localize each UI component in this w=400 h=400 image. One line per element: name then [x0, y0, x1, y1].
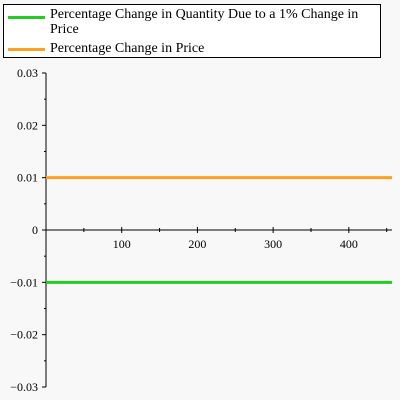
- legend-swatch-quantity-change: [8, 16, 45, 19]
- y-tick-label: −0.02: [10, 328, 38, 342]
- x-tick-label: 100: [113, 237, 131, 251]
- legend-label-quantity-change: Percentage Change in Quantity Due to a 1…: [50, 7, 359, 37]
- y-tick-label: −0.01: [10, 275, 38, 289]
- x-tick-label: 400: [340, 237, 358, 251]
- x-tick-label: 300: [264, 237, 282, 251]
- y-tick-label: 0.02: [17, 118, 38, 132]
- y-tick-label: −0.03: [10, 380, 38, 394]
- y-tick-label: 0: [32, 223, 38, 237]
- y-tick-label: 0.03: [17, 66, 38, 80]
- x-tick-label: 200: [188, 237, 206, 251]
- legend-label-price-change: Percentage Change in Price: [50, 41, 205, 56]
- y-tick-label: 0.01: [17, 171, 38, 185]
- chart-legend: Percentage Change in Quantity Due to a 1…: [3, 4, 381, 58]
- legend-swatch-price-change: [8, 48, 45, 51]
